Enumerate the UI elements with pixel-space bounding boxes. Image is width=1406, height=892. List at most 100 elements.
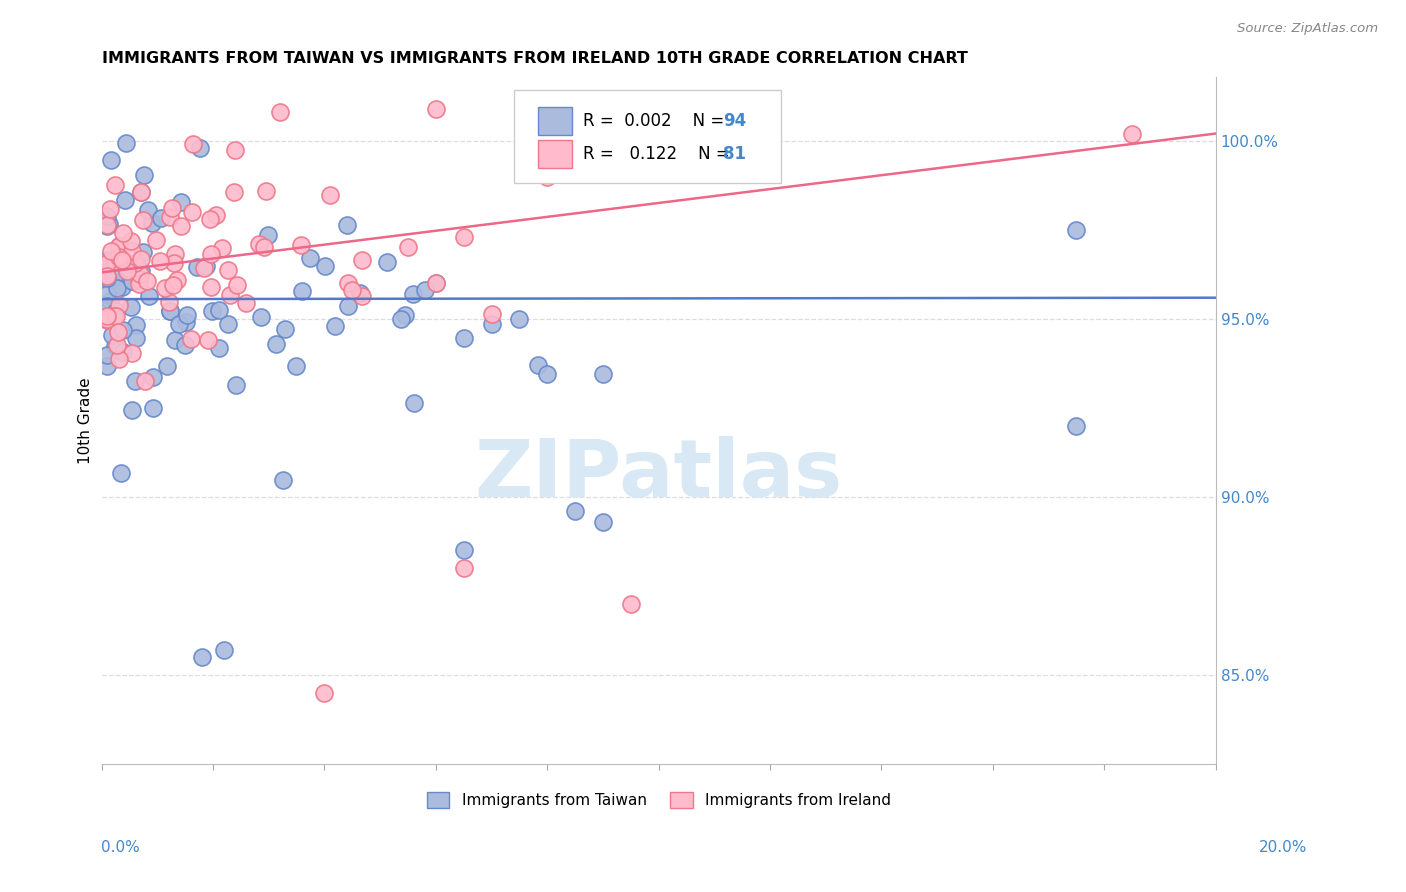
Point — [121, 403, 143, 417]
Point — [145, 233, 167, 247]
Text: R =  0.002    N =: R = 0.002 N = — [583, 112, 734, 130]
Point — [217, 262, 239, 277]
Point — [96, 209, 118, 223]
Point — [200, 247, 222, 261]
Point — [257, 228, 280, 243]
Point — [298, 252, 321, 266]
FancyBboxPatch shape — [538, 108, 572, 135]
Point — [96, 269, 118, 284]
Point — [592, 515, 614, 529]
Text: 81: 81 — [723, 145, 747, 163]
Point — [536, 170, 558, 185]
Point — [186, 260, 208, 274]
Point — [121, 346, 143, 360]
Point — [290, 238, 312, 252]
Point — [425, 276, 447, 290]
Y-axis label: 10th Grade: 10th Grade — [79, 377, 93, 464]
Point — [121, 274, 143, 288]
Point — [129, 185, 152, 199]
Text: 94: 94 — [723, 112, 747, 130]
Point — [181, 137, 204, 152]
Point — [141, 216, 163, 230]
Point — [163, 333, 186, 347]
Legend: Immigrants from Taiwan, Immigrants from Ireland: Immigrants from Taiwan, Immigrants from … — [420, 787, 897, 814]
Point — [138, 289, 160, 303]
Point — [198, 211, 221, 226]
Point — [115, 136, 138, 150]
Point — [166, 273, 188, 287]
Point — [96, 219, 118, 234]
Point — [153, 280, 176, 294]
Text: 20.0%: 20.0% — [1260, 840, 1308, 855]
Point — [564, 504, 586, 518]
Point — [453, 331, 475, 345]
Text: 0.0%: 0.0% — [101, 840, 141, 855]
Point — [188, 141, 211, 155]
Point — [170, 195, 193, 210]
Point — [111, 252, 134, 267]
Point — [112, 345, 135, 359]
Point — [165, 247, 187, 261]
Point — [96, 310, 118, 324]
Point — [274, 322, 297, 336]
Point — [96, 254, 118, 268]
Point — [115, 269, 138, 284]
Point — [291, 284, 314, 298]
Point — [157, 295, 180, 310]
Point — [219, 287, 242, 301]
Point — [98, 218, 121, 232]
Point — [156, 359, 179, 374]
Point — [129, 252, 152, 266]
Point — [110, 466, 132, 480]
FancyBboxPatch shape — [538, 140, 572, 168]
Point — [176, 309, 198, 323]
Point — [235, 296, 257, 310]
Point — [352, 289, 374, 303]
Point — [159, 304, 181, 318]
Point — [128, 271, 150, 285]
Point — [96, 312, 118, 326]
Point — [107, 338, 129, 352]
Point — [1066, 222, 1088, 236]
Point — [453, 230, 475, 244]
Point — [349, 286, 371, 301]
Point — [425, 276, 447, 290]
Point — [323, 318, 346, 333]
Point — [336, 299, 359, 313]
Point — [197, 333, 219, 347]
Point — [115, 264, 138, 278]
Point — [159, 304, 181, 318]
Point — [162, 201, 184, 215]
Point — [247, 236, 270, 251]
Point — [200, 280, 222, 294]
Point — [120, 234, 142, 248]
Point — [127, 260, 149, 275]
Point — [453, 543, 475, 558]
Point — [217, 317, 239, 331]
Point — [129, 186, 152, 200]
Point — [225, 377, 247, 392]
Point — [481, 307, 503, 321]
Point — [100, 244, 122, 258]
Point — [108, 239, 131, 253]
Point — [104, 339, 127, 353]
Point — [107, 298, 129, 312]
Point — [224, 185, 246, 199]
Point — [271, 473, 294, 487]
Point — [111, 322, 134, 336]
Point — [389, 311, 412, 326]
Point — [319, 187, 342, 202]
Point — [96, 359, 118, 373]
FancyBboxPatch shape — [513, 90, 782, 183]
Point — [135, 274, 157, 288]
Point — [481, 317, 503, 331]
Point — [394, 308, 416, 322]
Point — [121, 274, 143, 288]
Point — [107, 325, 129, 339]
Point — [96, 218, 118, 232]
Point — [620, 597, 643, 611]
Point — [108, 351, 131, 366]
Point — [212, 643, 235, 657]
Point — [173, 338, 195, 352]
Point — [336, 218, 359, 232]
